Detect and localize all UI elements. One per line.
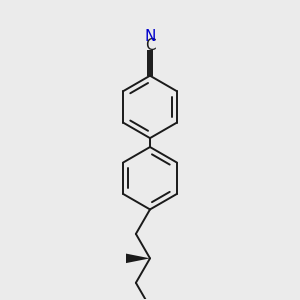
Text: C: C xyxy=(145,38,155,53)
Text: N: N xyxy=(144,29,156,44)
Polygon shape xyxy=(126,254,150,263)
